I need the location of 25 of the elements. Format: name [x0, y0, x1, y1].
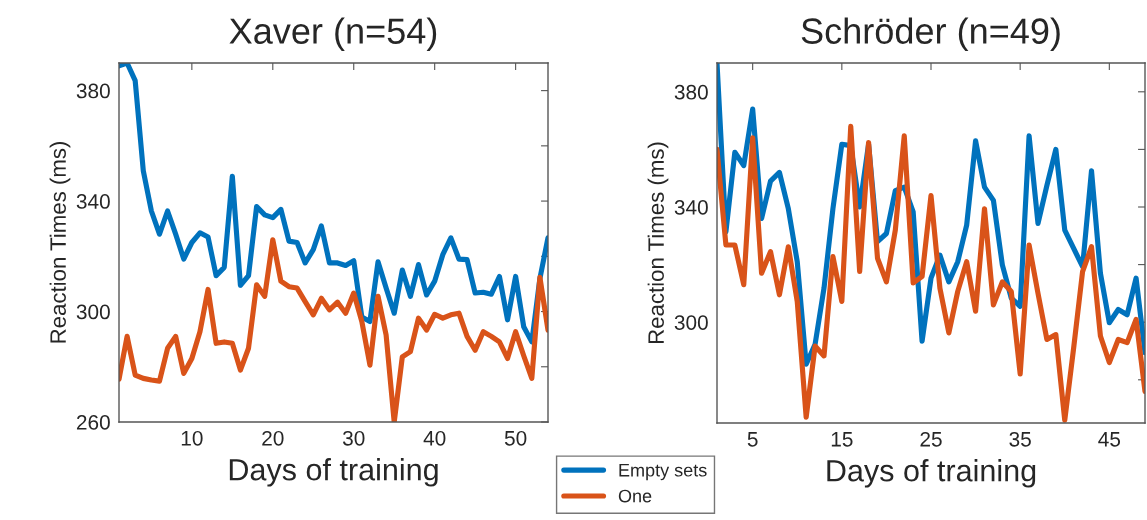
chart-title: Schröder (n=49) — [801, 17, 1060, 52]
x-tick-label: 15 — [831, 432, 853, 447]
y-tick-label: 380 — [674, 84, 708, 100]
x-tick-label: 20 — [262, 430, 284, 446]
x-tick-label: 35 — [1009, 431, 1031, 447]
y-tick-label: 300 — [76, 304, 110, 320]
legend-label: Empty sets — [619, 463, 707, 481]
x-axis-title: Days of training — [827, 459, 1036, 488]
x-tick-label: 40 — [423, 430, 446, 446]
x-tick-label: 30 — [342, 430, 365, 446]
y-tick-label: 380 — [76, 83, 110, 99]
y-axis-title: Reaction Times (ms) — [647, 142, 669, 344]
x-tick-label: 25 — [920, 431, 942, 447]
y-tick-label: 260 — [76, 415, 110, 430]
y-axis-title: Reaction Times (ms) — [49, 142, 71, 343]
legend-label: One — [618, 489, 652, 503]
x-tick-label: 10 — [181, 430, 203, 446]
y-tick-label: 340 — [76, 194, 110, 209]
y-tick-label: 300 — [674, 315, 708, 330]
chart-title: Xaver (n=54) — [229, 17, 437, 52]
x-tick-label: 5 — [747, 432, 758, 447]
y-tick-label: 340 — [674, 200, 708, 215]
x-tick-label: 45 — [1098, 432, 1121, 447]
x-tick-label: 50 — [504, 430, 527, 446]
x-axis-title: Days of training — [229, 458, 438, 487]
